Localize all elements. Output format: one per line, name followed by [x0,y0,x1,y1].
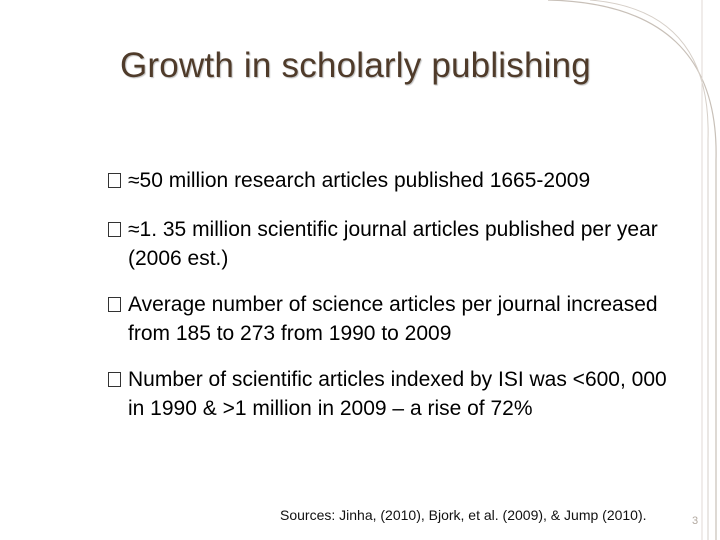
bullet-box-icon [108,372,121,387]
bullet-text: Number of scientific articles indexed by… [128,368,667,420]
bullet-item: Number of scientific articles indexed by… [108,365,688,423]
sources-citation: Sources: Jinha, (2010), Bjork, et al. (2… [280,507,647,523]
bullet-box-icon [108,222,121,237]
bullet-item: Average number of science articles per j… [108,290,668,348]
bullet-item: ≈1. 35 million scientific journal articl… [108,215,688,273]
bullet-box-icon [108,173,121,188]
page-number: 3 [692,515,699,527]
bullet-text: Average number of science articles per j… [128,293,658,345]
bullet-item: ≈50 million research articles published … [108,166,590,195]
bullet-box-icon [108,297,121,312]
bullet-text: ≈1. 35 million scientific journal articl… [128,218,658,270]
bullet-text: ≈50 million research articles published … [128,169,591,192]
slide-title: Growth in scholarly publishing [120,46,591,85]
